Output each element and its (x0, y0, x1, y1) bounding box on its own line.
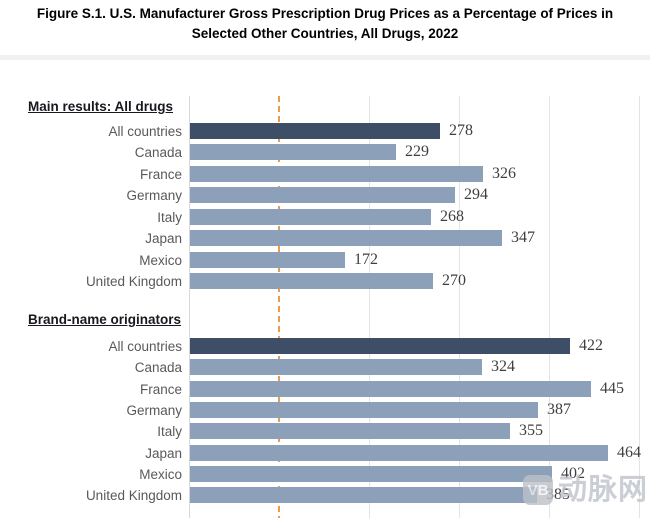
bar-row: Canada 324 (0, 358, 650, 375)
value-label: 387 (547, 401, 571, 418)
bar-row: France 326 (0, 165, 650, 182)
value-label: 324 (491, 358, 515, 375)
category-label: United Kingdom (85, 488, 182, 503)
bar (190, 487, 537, 503)
top-divider (0, 55, 650, 60)
category-label: Mexico (139, 253, 182, 268)
watermark-text: 动脉网 (557, 474, 648, 506)
gridline (369, 96, 370, 518)
gridline (459, 96, 460, 518)
category-label: Germany (126, 403, 182, 418)
vb-logo-icon: VB (522, 475, 553, 505)
category-label: Japan (145, 446, 182, 461)
bar (190, 423, 510, 439)
category-label: France (139, 167, 182, 182)
figure-title: Figure S.1. U.S. Manufacturer Gross Pres… (36, 6, 614, 41)
bar (190, 381, 591, 397)
watermark: VB 动脉网 (522, 474, 648, 506)
bar-row: Mexico 402 (0, 465, 650, 482)
category-label: France (139, 382, 182, 397)
category-label: Canada (134, 145, 182, 160)
category-label: All countries (108, 339, 182, 354)
bar-row: All countries 278 (0, 122, 650, 139)
bar (190, 144, 396, 160)
bar (190, 209, 431, 225)
category-label: Canada (134, 360, 182, 375)
bar (190, 359, 482, 375)
bar (190, 166, 483, 182)
bar (190, 252, 345, 268)
bar-row: Germany 294 (0, 186, 650, 203)
value-label: 402 (561, 465, 585, 482)
value-label: 278 (449, 122, 473, 139)
bar-row: All countries 422 (0, 337, 650, 354)
value-label: 355 (519, 422, 543, 439)
bar (190, 466, 552, 482)
value-label: 270 (442, 272, 466, 289)
category-label: Mexico (139, 467, 182, 482)
value-label: 464 (617, 444, 641, 461)
value-label: 326 (492, 165, 516, 182)
bar-row: Germany 387 (0, 401, 650, 418)
bar-row: France 445 (0, 380, 650, 397)
category-label: United Kingdom (85, 274, 182, 289)
value-label: 347 (511, 229, 535, 246)
bar (190, 338, 570, 354)
category-label: Germany (126, 188, 182, 203)
bar (190, 273, 433, 289)
bar (190, 123, 440, 139)
bar-row: Canada 229 (0, 143, 650, 160)
bar (190, 230, 502, 246)
reference-line-100pct (278, 96, 280, 518)
bar-row: United Kingdom 270 (0, 272, 650, 289)
category-label: All countries (108, 124, 182, 139)
bar (190, 187, 455, 203)
category-label: Italy (157, 424, 182, 439)
section-heading-brand-name-originators: Brand-name originators (28, 312, 182, 327)
bar-row: Italy 355 (0, 422, 650, 439)
bar (190, 402, 538, 418)
value-label: 294 (464, 186, 488, 203)
category-label: Italy (157, 210, 182, 225)
value-label: 229 (405, 143, 429, 160)
y-axis-line (189, 96, 190, 518)
category-label: Japan (145, 231, 182, 246)
bar-row: Japan 464 (0, 444, 650, 461)
bar (190, 445, 608, 461)
bar-row: Mexico 172 (0, 251, 650, 268)
gridline (639, 96, 640, 518)
section-heading-main-results: Main results: All drugs (28, 99, 174, 114)
gridline (549, 96, 550, 518)
bar-row: United Kingdom 385 (0, 486, 650, 503)
value-label: 422 (579, 337, 603, 354)
bar-row: Italy 268 (0, 208, 650, 225)
bar-row: Japan 347 (0, 229, 650, 246)
value-label: 445 (600, 380, 624, 397)
value-label: 268 (440, 208, 464, 225)
value-label: 172 (354, 251, 378, 268)
